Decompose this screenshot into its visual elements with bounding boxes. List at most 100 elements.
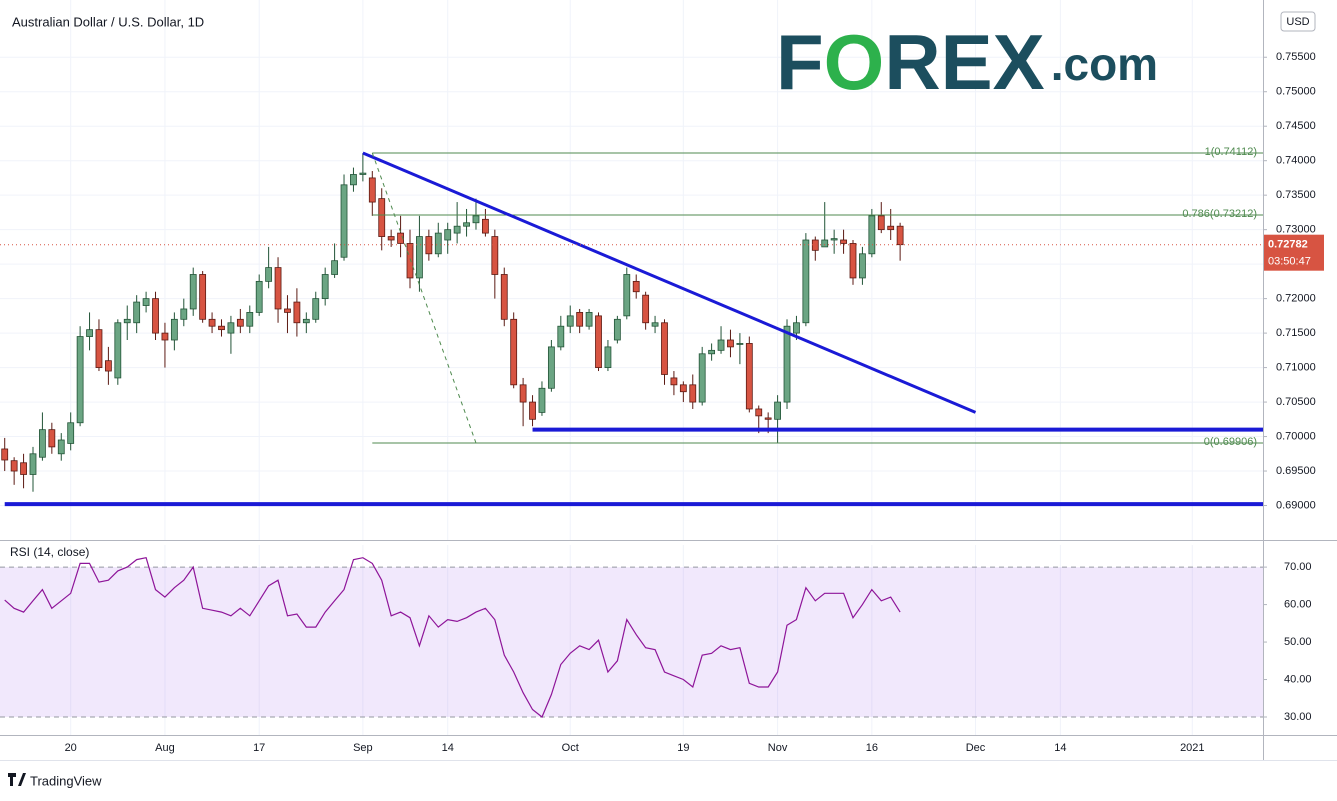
candle-body (896, 225, 904, 246)
x-tick-label: 14 (1054, 742, 1066, 754)
candle-body (152, 298, 159, 334)
candle-body (331, 260, 339, 275)
candle-body (849, 243, 857, 279)
candle-body (274, 267, 282, 310)
candle-body (227, 322, 235, 334)
candle-body (802, 239, 810, 324)
candle-body (500, 274, 508, 320)
y-tick-label: 0.71000 (1276, 361, 1316, 373)
candle-body (387, 236, 395, 241)
x-tick-label: Nov (768, 742, 788, 754)
candle-body (406, 243, 414, 279)
candle-body (708, 349, 716, 355)
x-tick-label: Sep (353, 742, 373, 754)
candle-body (887, 225, 895, 231)
candle-body (679, 384, 687, 393)
candle-body (642, 294, 650, 324)
candle-body (472, 215, 480, 224)
chart-title: Australian Dollar / U.S. Dollar, 1D (12, 14, 204, 29)
x-tick-label: 2021 (1180, 742, 1204, 754)
candle-body (821, 239, 829, 248)
candle-body (359, 172, 367, 175)
y-tick-label: 0.74500 (1276, 120, 1316, 132)
candle-body (350, 174, 357, 186)
candle-body (104, 360, 112, 372)
candle-body (255, 280, 263, 313)
brand: TradingView (30, 773, 102, 788)
candle-body (236, 318, 244, 327)
x-tick-label: 19 (677, 742, 689, 754)
candle-body (510, 318, 518, 386)
candle-body (284, 308, 291, 313)
candle-body (302, 318, 310, 324)
y-tick-label: 0.75500 (1276, 51, 1316, 63)
candle-body (764, 417, 772, 420)
footer-logo[interactable]: TradingView (8, 773, 102, 788)
candle-body (453, 225, 461, 234)
brand-icon (8, 773, 26, 786)
candle-body (218, 325, 225, 331)
fib-label: 1(0.74112) (1205, 146, 1257, 158)
candle-body (604, 346, 612, 368)
rsi-line (4, 557, 901, 718)
y-tick-label: 50.00 (1284, 636, 1312, 648)
x-tick-label: 16 (866, 742, 878, 754)
candle-body (811, 239, 819, 251)
y-tick-label: 60.00 (1284, 598, 1312, 610)
candle-body (491, 236, 499, 275)
candle-body (57, 439, 65, 455)
candle-body (557, 325, 565, 348)
candle-body (538, 387, 546, 413)
y-tick-label: 0.71500 (1276, 327, 1316, 339)
y-tick-label: 0.73000 (1276, 224, 1316, 236)
candle-body (877, 215, 885, 231)
candle-body (397, 232, 404, 244)
candle-body (482, 218, 489, 234)
candle-body (689, 384, 697, 403)
y-tick-label: 0.70000 (1276, 430, 1316, 442)
x-tick-label: 14 (442, 742, 454, 754)
last-price-label: 0.72782 (1268, 239, 1308, 251)
candle-body (840, 239, 847, 244)
rsi-band (0, 567, 1263, 718)
logo-part: O (824, 18, 885, 106)
candle-body (830, 238, 838, 241)
axes (0, 0, 1337, 761)
candle-body (755, 408, 763, 417)
candle-body (180, 308, 188, 320)
last-price-box (1264, 234, 1324, 271)
fib-label: 0(0.69906) (1204, 436, 1257, 448)
candle-body (623, 274, 631, 317)
y-tick-label: 40.00 (1284, 673, 1312, 685)
candle-body (463, 222, 470, 227)
candle-body (585, 312, 593, 327)
candle-body (246, 312, 254, 327)
candle-body (416, 236, 423, 279)
candle-body (717, 339, 725, 351)
candle-body (208, 318, 216, 327)
candle-body (189, 274, 197, 310)
candle-body (199, 274, 207, 320)
y-tick-label: 0.70500 (1276, 396, 1316, 408)
candle-body (859, 253, 866, 279)
x-tick-label: 20 (65, 742, 77, 754)
fib-label: 0.786(0.73212) (1182, 208, 1257, 220)
candle-body (312, 298, 320, 320)
candle-body (95, 329, 103, 368)
candle-body (529, 401, 536, 420)
logo-part: REX (884, 18, 1044, 106)
candle-body (661, 322, 668, 375)
candle-body (745, 343, 753, 410)
candle-body (368, 177, 376, 203)
y-tick-label: 0.69500 (1276, 465, 1316, 477)
candle-body (86, 329, 93, 337)
y-tick-label: 30.00 (1284, 711, 1312, 723)
candle-body (340, 184, 348, 258)
currency-box[interactable] (1280, 11, 1316, 32)
logo-part: .com (1051, 38, 1158, 90)
candle-body (868, 215, 876, 255)
candle-body (576, 312, 584, 327)
y-tick-label: 0.74000 (1276, 155, 1316, 167)
x-tick-label: Aug (155, 742, 175, 754)
